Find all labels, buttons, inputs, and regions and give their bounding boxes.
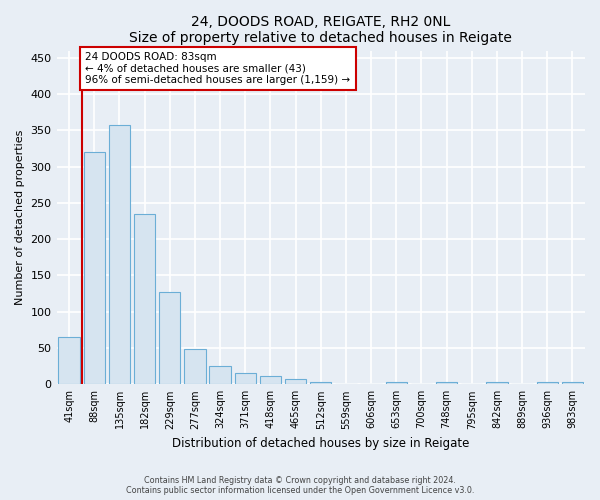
Bar: [486, 382, 508, 384]
Bar: [109, 124, 130, 384]
Bar: [134, 214, 155, 384]
Bar: [83, 152, 105, 384]
Bar: [58, 337, 80, 384]
Bar: [159, 292, 181, 384]
Bar: [235, 374, 256, 384]
Title: 24, DOODS ROAD, REIGATE, RH2 0NL
Size of property relative to detached houses in: 24, DOODS ROAD, REIGATE, RH2 0NL Size of…: [130, 15, 512, 45]
Y-axis label: Number of detached properties: Number of detached properties: [15, 130, 25, 305]
Bar: [536, 382, 558, 384]
Bar: [562, 382, 583, 384]
Bar: [310, 382, 331, 384]
Bar: [436, 382, 457, 384]
Bar: [386, 382, 407, 384]
Text: Contains HM Land Registry data © Crown copyright and database right 2024.
Contai: Contains HM Land Registry data © Crown c…: [126, 476, 474, 495]
Bar: [209, 366, 231, 384]
Bar: [260, 376, 281, 384]
Text: 24 DOODS ROAD: 83sqm
← 4% of detached houses are smaller (43)
96% of semi-detach: 24 DOODS ROAD: 83sqm ← 4% of detached ho…: [85, 52, 350, 85]
X-axis label: Distribution of detached houses by size in Reigate: Distribution of detached houses by size …: [172, 437, 469, 450]
Bar: [184, 350, 206, 384]
Bar: [285, 379, 307, 384]
